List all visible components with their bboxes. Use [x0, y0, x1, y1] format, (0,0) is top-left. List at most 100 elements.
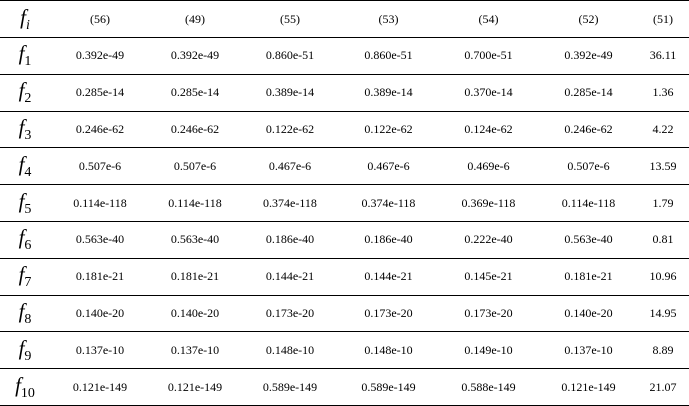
cell: 0.148e-10 [340, 331, 437, 370]
label-main: f [18, 188, 25, 213]
table-row: f9 0.137e-10 0.137e-10 0.148e-10 0.148e-10 0.… [0, 331, 689, 370]
cell: 1.79 [637, 184, 689, 222]
cell: 0.121e-149 [540, 368, 637, 406]
column-header: (54) [437, 0, 540, 38]
cell: 0.114e-118 [50, 184, 150, 222]
cell: 0.137e-10 [50, 331, 150, 370]
row-label: f10 [0, 368, 50, 406]
table-row: f8 0.140e-20 0.140e-20 0.173e-20 0.173e-20 0.… [0, 295, 689, 333]
table-row: f2 0.285e-14 0.285e-14 0.389e-14 0.389e-14 0.… [0, 74, 689, 112]
cell: 0.149e-10 [437, 331, 540, 370]
label-subscript: 8 [24, 311, 32, 327]
label-main: f [18, 262, 25, 287]
column-header: (49) [150, 0, 240, 38]
table-row: f6 0.563e-40 0.563e-40 0.186e-40 0.186e-40 0.… [0, 221, 689, 259]
row-label: f3 [0, 111, 50, 149]
cell: 0.374e-118 [340, 184, 437, 222]
cell: 0.469e-6 [437, 147, 540, 186]
label-main: f [18, 114, 25, 139]
label-subscript: 6 [24, 238, 32, 254]
cell: 0.173e-20 [437, 295, 540, 333]
cell: 13.59 [637, 147, 689, 186]
label-main: f [15, 372, 21, 397]
table-row: f10 0.121e-149 0.121e-149 0.589e-149 0.589e-… [0, 368, 689, 406]
column-header: (52) [540, 0, 637, 38]
label-subscript: 2 [24, 91, 32, 107]
cell: 0.389e-14 [240, 74, 340, 112]
cell: 0.137e-10 [150, 331, 240, 370]
cell: 0.222e-40 [437, 221, 540, 259]
cell: 0.507e-6 [150, 147, 240, 186]
cell: 0.140e-20 [150, 295, 240, 333]
column-header: (51) [637, 0, 689, 38]
table-row: f7 0.181e-21 0.181e-21 0.144e-21 0.144e-21 0.… [0, 258, 689, 296]
cell: 4.22 [637, 111, 689, 149]
cell: 0.140e-20 [50, 295, 150, 333]
label-subscript: 5 [24, 201, 32, 217]
row-label: f6 [0, 221, 50, 259]
cell: 0.173e-20 [240, 295, 340, 333]
label-subscript: 3 [24, 127, 32, 143]
label-main: f [20, 4, 26, 29]
cell: 0.137e-10 [540, 331, 637, 370]
cell: 0.181e-21 [540, 258, 637, 296]
cell: 0.374e-118 [240, 184, 340, 222]
cell: 0.860e-51 [340, 37, 437, 75]
cell: 0.181e-21 [150, 258, 240, 296]
cell: 0.114e-118 [540, 184, 637, 222]
cell: 0.144e-21 [240, 258, 340, 296]
label-main: f [18, 78, 25, 103]
cell: 0.369e-118 [437, 184, 540, 222]
cell: 0.140e-20 [540, 295, 637, 333]
cell: 0.285e-14 [540, 74, 637, 112]
label-subscript: 9 [24, 348, 32, 364]
row-label: f4 [0, 147, 50, 186]
cell: 0.173e-20 [340, 295, 437, 333]
cell: 36.11 [637, 37, 689, 75]
table-row: f5 0.114e-118 0.114e-118 0.374e-118 0.374e-1… [0, 184, 689, 222]
label-subscript: i [25, 17, 30, 33]
label-main: f [18, 298, 25, 323]
cell: 0.186e-40 [240, 221, 340, 259]
cell: 0.589e-149 [240, 368, 340, 406]
cell: 0.181e-21 [50, 258, 150, 296]
row-label: f9 [0, 331, 50, 370]
row-label: f1 [0, 37, 50, 75]
cell: 0.81 [637, 221, 689, 259]
cell: 0.507e-6 [540, 147, 637, 186]
cell: 0.589e-149 [340, 368, 437, 406]
label-main: f [18, 41, 25, 66]
cell: 0.467e-6 [240, 147, 340, 186]
column-header: (55) [240, 0, 340, 38]
cell: 8.89 [637, 331, 689, 370]
cell: 0.563e-40 [150, 221, 240, 259]
cell: 0.285e-14 [150, 74, 240, 112]
cell: 0.285e-14 [50, 74, 150, 112]
cell: 0.389e-14 [340, 74, 437, 112]
table-row: f1 0.392e-49 0.392e-49 0.860e-51 0.860e-51 0.… [0, 37, 689, 75]
row-label: f5 [0, 184, 50, 222]
label-main: f [18, 151, 25, 176]
cell: 21.07 [637, 368, 689, 406]
cell: 0.563e-40 [50, 221, 150, 259]
row-label: f7 [0, 258, 50, 296]
cell: 0.121e-149 [50, 368, 150, 406]
cell: 0.392e-49 [150, 37, 240, 75]
table-row: f4 0.507e-6 0.507e-6 0.467e-6 0.467e-6 0.469e… [0, 147, 689, 186]
row-label: f8 [0, 295, 50, 333]
label-subscript: 1 [24, 54, 32, 70]
cell: 0.121e-149 [150, 368, 240, 406]
cell: 14.95 [637, 295, 689, 333]
cell: 0.186e-40 [340, 221, 437, 259]
cell: 0.124e-62 [437, 111, 540, 149]
cell: 0.145e-21 [437, 258, 540, 296]
cell: 0.700e-51 [437, 37, 540, 75]
cell: 0.122e-62 [240, 111, 340, 149]
header-row: fi (56) (49) (55) (53) (54) (52) (51) [0, 0, 689, 38]
cell: 0.122e-62 [340, 111, 437, 149]
cell: 0.507e-6 [50, 147, 150, 186]
cell: 0.563e-40 [540, 221, 637, 259]
column-header: (53) [340, 0, 437, 38]
